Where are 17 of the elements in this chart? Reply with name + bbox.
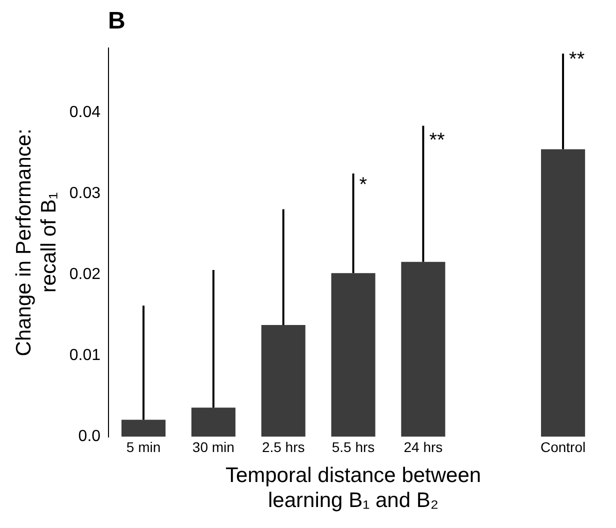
y-axis-title: Change in Performance: recall of B₁ [12, 128, 61, 356]
text: B [108, 8, 126, 35]
y-tick-label: 0.0 [78, 428, 101, 446]
x-tick-label: 2.5 hrs [262, 439, 305, 456]
annotation: ** [569, 48, 585, 71]
annotation: ** [429, 130, 445, 152]
y-tick-label: 0.04 [69, 104, 101, 122]
annotation: * [359, 174, 368, 196]
x-tick-label: 24 hrs [404, 439, 443, 456]
y-tick-label: 0.03 [69, 185, 101, 202]
x-tick-label: Control [540, 439, 586, 456]
x-tick-label: 5 min [126, 439, 161, 456]
x-tick-label: 30 min [192, 439, 234, 456]
y-tick-label: 0.02 [69, 266, 101, 284]
x-axis-title: Temporal distance between learning B₁ and B₂ [225, 464, 482, 512]
x-tick-label: 5.5 hrs [332, 439, 375, 456]
y-tick-label: 0.01 [69, 347, 101, 364]
